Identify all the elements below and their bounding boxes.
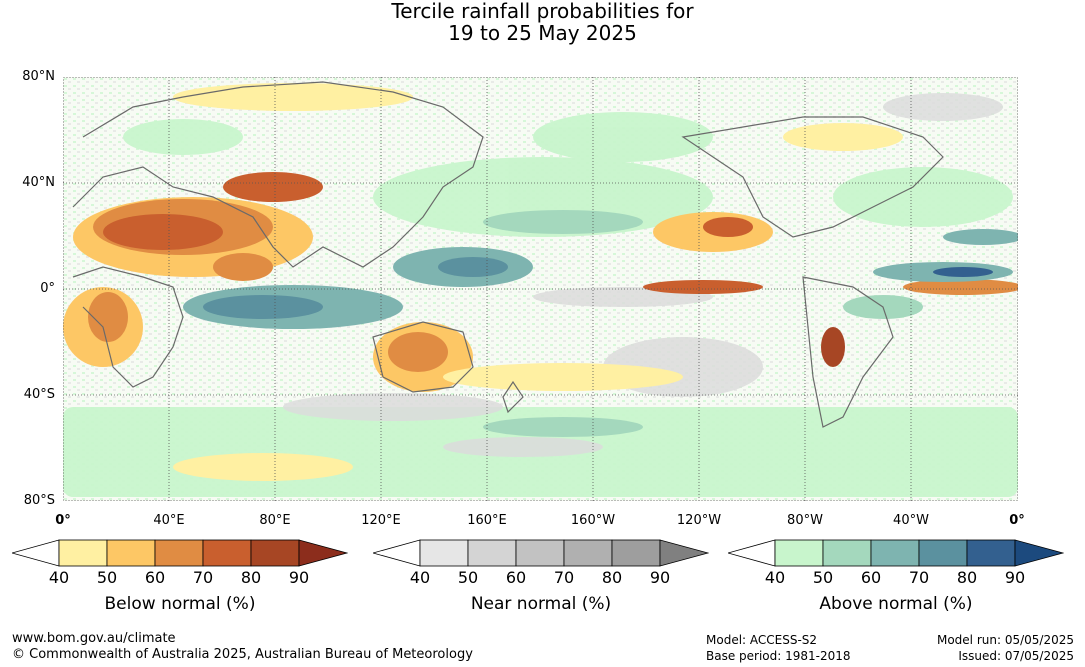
map-title: Tercile rainfall probabilities for 19 to… [0, 0, 1085, 44]
lon-label-0-right: 0° [1009, 513, 1025, 528]
graticule [63, 77, 1018, 501]
lon-label-80w: 80°W [787, 513, 823, 528]
copyright-text: © Commonwealth of Australia 2025, Austra… [12, 647, 473, 662]
legend-tick: 40 [48, 568, 70, 587]
lon-label-0: 0° [55, 513, 71, 528]
near-normal-legend: 40 50 60 70 80 90 Near normal (%) [373, 539, 709, 614]
legend-tick: 50 [96, 568, 118, 587]
legend-tick: 80 [240, 568, 262, 587]
title-line-2: 19 to 25 May 2025 [448, 21, 637, 45]
lat-label-80s: 80°S [23, 493, 55, 508]
legend-tick: 40 [409, 568, 431, 587]
lon-label-40w: 40°W [893, 513, 929, 528]
lon-label-160w: 160°W [570, 513, 616, 528]
above-normal-legend: 40 50 60 70 80 90 Above normal (%) [728, 539, 1064, 614]
rainfall-probability-map [63, 77, 1018, 501]
lon-label-80e: 80°E [259, 513, 291, 528]
below-normal-legend: 40 50 60 70 80 90 Below normal (%) [12, 539, 348, 614]
above-normal-legend-label: Above normal (%) [819, 594, 973, 614]
issued-date: Issued: 07/05/2025 [958, 649, 1074, 663]
legend-tick: 40 [764, 568, 786, 587]
lat-label-80n: 80°N [22, 69, 55, 84]
legend-tick: 70 [553, 568, 575, 587]
near-normal-colorbar [373, 539, 709, 567]
lon-label-160e: 160°E [467, 513, 507, 528]
lat-label-40n: 40°N [22, 175, 55, 190]
legend-tick: 60 [505, 568, 527, 587]
website-link[interactable]: www.bom.gov.au/climate [12, 631, 176, 646]
legend-tick: 70 [908, 568, 930, 587]
lat-label-40s: 40°S [23, 387, 55, 402]
lat-label-eq: 0° [40, 281, 55, 296]
legend-tick: 80 [956, 568, 978, 587]
above-normal-colorbar [728, 539, 1064, 567]
above-normal-strong [183, 210, 1018, 437]
legend-tick: 80 [601, 568, 623, 587]
base-period: Base period: 1981-2018 [706, 649, 851, 663]
coastlines [72, 81, 944, 428]
model-run-date: Model run: 05/05/2025 [936, 633, 1074, 647]
legend-tick: 60 [860, 568, 882, 587]
model-name: Model: ACCESS-S2 [706, 633, 818, 647]
near-normal-legend-label: Near normal (%) [470, 594, 612, 614]
below-normal-legend-label: Below normal (%) [104, 594, 256, 614]
below-normal-colorbar [12, 539, 348, 567]
title-line-1: Tercile rainfall probabilities for [391, 0, 694, 23]
legend-tick: 50 [457, 568, 479, 587]
lon-label-120w: 120°W [676, 513, 722, 528]
legend-tick: 90 [1004, 568, 1026, 587]
legend-tick: 70 [192, 568, 214, 587]
legend-tick: 90 [649, 568, 671, 587]
lon-label-40e: 40°E [153, 513, 185, 528]
legend-tick: 60 [144, 568, 166, 587]
legend-tick: 90 [288, 568, 310, 587]
lon-label-120e: 120°E [361, 513, 401, 528]
legend-tick: 50 [812, 568, 834, 587]
